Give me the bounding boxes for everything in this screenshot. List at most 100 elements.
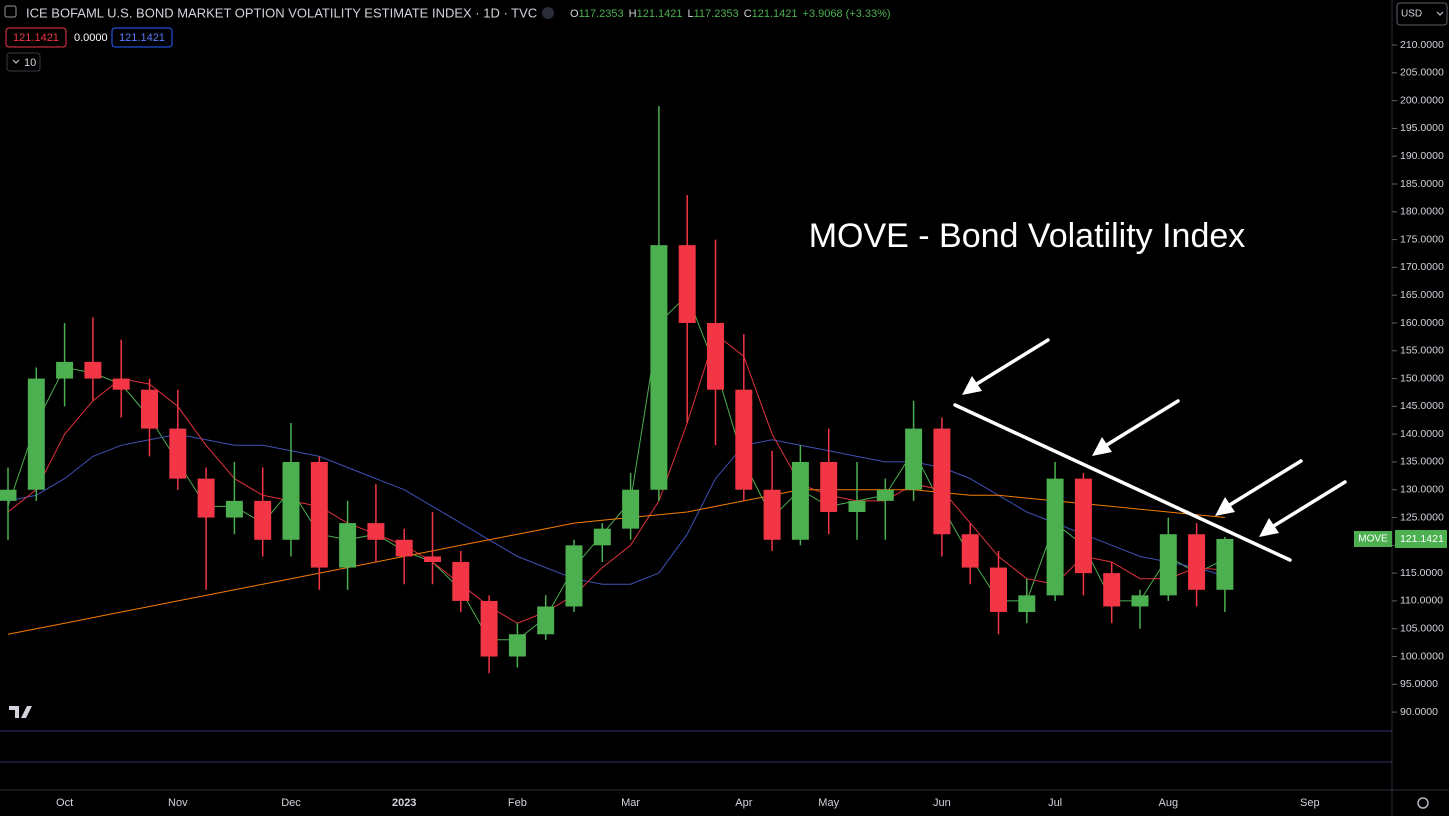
candle-body [1103,573,1121,607]
candle-body [1046,478,1064,596]
candle-body [1131,595,1149,607]
y-tick-label: 160.0000 [1400,317,1444,329]
candle-body [508,634,526,657]
arrow-head [1215,497,1235,516]
badge[interactable] [5,27,67,48]
badge-text: 0.0000 [74,32,108,44]
currency-button[interactable] [1396,2,1448,26]
badge-text: 121.1421 [119,32,165,44]
candle-body [197,478,215,518]
logo [9,706,32,718]
symbol-icon [4,5,17,18]
candle-body [905,428,923,490]
candle-body [622,489,640,529]
arrow [1103,399,1180,448]
candle-body [452,562,470,601]
plot-area [0,106,1234,674]
candle-body [27,378,45,490]
symbol-tag: MOVE [1358,534,1388,545]
y-tick-label: 90.0000 [1400,706,1438,718]
settings-icon[interactable] [1417,797,1429,809]
candle-body [1188,534,1206,590]
arrow-head [1092,437,1112,456]
x-tick-label: Oct [56,797,73,809]
badge[interactable] [111,27,173,48]
chevron [12,59,20,64]
status-dot [542,7,554,19]
y-tick-label: 190.0000 [1400,150,1444,162]
candle-body [820,461,838,512]
y-tick-label: 185.0000 [1400,178,1444,190]
candle-body [876,489,894,501]
candle-body [169,428,187,479]
y-tick-label: 115.0000 [1400,567,1443,579]
candle-body [990,567,1007,613]
symbol-title: ICE BOFAML U.S. BOND MARKET OPTION VOLAT… [26,5,537,20]
arrow [1270,480,1347,529]
candle-body [1159,534,1177,596]
candle-body [1018,595,1036,613]
candle-body [480,600,498,657]
y-tick-label: 195.0000 [1400,122,1444,134]
y-tick-label: 165.0000 [1400,289,1444,301]
price-tag [1395,529,1447,548]
ohlc-label: C [744,8,752,20]
y-tick-label: 205.0000 [1400,67,1444,79]
y-tick-label: 140.0000 [1400,428,1444,440]
candle-body [678,245,696,323]
price-tag [1354,530,1392,547]
candle-body [650,245,668,490]
ma-line [7,333,1225,624]
candle-body [961,534,979,568]
arrow-head [1259,518,1279,537]
candle-body [791,461,809,540]
arrow-head [962,376,982,395]
y-tick-label: 150.0000 [1400,372,1444,384]
x-tick-label: Jul [1048,797,1062,809]
last-price-label: 121.1421 [1400,533,1444,545]
candle-body [141,389,158,429]
x-tick-label: Apr [735,797,752,809]
annotation-title: MOVE - Bond Volatility Index [809,217,1246,255]
x-tick-label: Dec [281,797,301,809]
arrow [1226,459,1303,508]
ohlc-value: 117.2353 [694,8,739,20]
candle-body [848,500,866,512]
badge-text: 121.1421 [13,32,59,44]
y-tick-label: 135.0000 [1400,456,1444,468]
y-tick-label: 180.0000 [1400,206,1444,218]
trend-line [953,403,1292,562]
candle-body [0,489,17,501]
x-tick-label: Aug [1159,797,1179,809]
candle-body [225,500,243,518]
x-tick-label: Sep [1300,797,1320,809]
change: +3.9068 (+3.33%) [803,8,891,20]
candle-body [310,461,328,568]
annotations [953,338,1347,562]
x-tick-label: Mar [621,797,640,809]
ohlc-value: 121.1421 [637,8,683,20]
y-tick-label: 105.0000 [1400,622,1444,634]
currency: USD [1401,9,1422,20]
candle-body [707,322,724,390]
y-tick-label: 145.0000 [1400,400,1444,412]
candle-body [763,489,781,540]
y-tick-label: 200.0000 [1400,94,1444,106]
ohlc-label: H [629,8,637,20]
candle-body [112,378,130,390]
ma-line [7,489,1225,635]
candle-body [282,461,300,540]
candle-body [84,361,102,379]
ohlc-value: 121.1421 [752,8,798,20]
arrow [973,338,1050,387]
candle-body [1074,478,1092,574]
candle-body [254,500,272,540]
indicator-toggle[interactable] [6,52,41,72]
candle-body [933,428,951,535]
y-tick-label: 170.0000 [1400,261,1444,273]
y-tick-label: 210.0000 [1400,39,1444,51]
ohlc-value: 117.2353 [579,8,624,20]
y-tick-label: 130.0000 [1400,484,1444,496]
